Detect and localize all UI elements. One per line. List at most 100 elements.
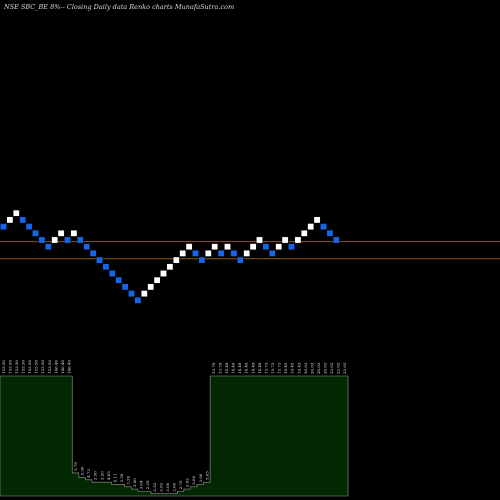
up-brick: [256, 236, 263, 244]
volume-area: [0, 375, 349, 497]
up-brick: [301, 229, 308, 237]
up-brick: [211, 243, 219, 251]
volume-label: 2.35: [145, 480, 150, 489]
volume-label: 153.50: [14, 360, 19, 374]
volume-label: 22.03: [342, 362, 347, 374]
volume-label: 14.49: [250, 362, 255, 374]
volume-label: 3.00: [198, 473, 203, 482]
down-brick: [326, 229, 334, 237]
volume-label: 2.52: [152, 482, 157, 491]
down-brick: [236, 256, 244, 264]
up-brick: [172, 256, 180, 264]
down-brick: [96, 256, 103, 264]
up-brick: [243, 250, 251, 257]
down-brick: [230, 250, 238, 257]
volume-label: 4.73: [86, 468, 91, 477]
down-brick: [134, 297, 142, 304]
volume-label: 3.50: [93, 471, 98, 480]
volume-label: 146.40: [53, 360, 58, 374]
up-brick: [281, 236, 289, 244]
down-brick: [38, 236, 46, 244]
down-brick: [76, 236, 84, 244]
volume-label: 5.79: [73, 462, 78, 471]
volume-label: 22.03: [329, 362, 334, 374]
up-brick: [6, 216, 14, 224]
volume-label: 20.03: [316, 362, 321, 374]
volume-label: 20.03: [303, 362, 308, 374]
up-brick: [12, 209, 20, 217]
volume-label: 13.79: [211, 362, 216, 374]
volume-label: 153.50: [27, 360, 32, 374]
volume-label: 3.00: [132, 478, 137, 487]
up-brick: [307, 223, 315, 230]
volume-label: 15.73: [277, 362, 282, 374]
up-brick: [140, 290, 148, 297]
volume-label: 153.50: [34, 360, 39, 374]
up-brick: [51, 236, 58, 244]
volume-label: 14.49: [244, 362, 249, 374]
volume-shape: [0, 375, 349, 497]
volume-label: 14.49: [237, 362, 242, 374]
up-brick: [160, 270, 167, 277]
down-brick: [115, 276, 122, 284]
up-brick: [204, 250, 212, 257]
volume-label: 2.70: [178, 480, 183, 489]
down-brick: [64, 236, 71, 244]
up-brick: [224, 243, 231, 251]
down-brick: [128, 290, 135, 297]
up-brick: [275, 243, 283, 251]
up-brick: [249, 243, 257, 251]
down-brick: [217, 250, 225, 257]
down-brick: [102, 263, 110, 271]
volume-label: 15.73: [263, 362, 268, 374]
volume-label: 14.49: [257, 362, 262, 374]
down-brick: [19, 216, 27, 224]
down-brick: [269, 250, 276, 257]
down-brick: [108, 270, 116, 277]
renko-bricks: [0, 209, 340, 304]
volume-labels: 153.50 153.50 153.50 153.50 153.50 153.50 153.…: [1, 360, 347, 492]
volume-label: 14.49: [231, 362, 236, 374]
up-brick: [70, 229, 78, 237]
down-brick: [45, 243, 52, 251]
up-brick: [57, 229, 65, 237]
volume-label: 14.49: [224, 362, 229, 374]
down-brick: [83, 243, 90, 251]
volume-label: 153.50: [40, 360, 45, 374]
volume-label: 19.45: [283, 362, 288, 374]
down-brick: [198, 256, 206, 264]
volume-label: 3.00: [165, 482, 170, 491]
volume-label: 3.59: [119, 473, 124, 482]
volume-label: 19.45: [296, 362, 301, 374]
up-brick: [153, 276, 161, 284]
volume-label: 15.73: [270, 362, 275, 374]
volume-label: 13.79: [217, 362, 222, 374]
down-brick: [192, 250, 199, 257]
volume-label: 3.20: [99, 471, 104, 480]
down-brick: [333, 236, 340, 244]
volume-label: 2.62: [185, 478, 190, 487]
volume-label: 2.60: [191, 475, 196, 484]
volume-label: 146.40: [66, 360, 71, 374]
volume-label: 20.03: [309, 362, 314, 374]
down-brick: [288, 243, 295, 251]
down-brick: [89, 250, 97, 257]
volume-label: 4.11: [112, 474, 117, 483]
down-brick: [32, 229, 39, 237]
up-brick: [147, 283, 155, 291]
down-brick: [262, 243, 270, 251]
down-brick: [25, 223, 33, 230]
up-brick: [166, 263, 174, 271]
volume-label: 19.45: [290, 362, 295, 374]
volume-label: 3.26: [126, 475, 131, 484]
up-brick: [179, 250, 187, 257]
chart-title: NSE SBC_BE 8%-- Closing Daily data Renko…: [3, 3, 234, 11]
volume-label: 3.04: [139, 480, 144, 489]
down-brick: [121, 283, 129, 291]
volume-label: 153.50: [1, 360, 6, 374]
volume-label: 153.50: [7, 360, 12, 374]
volume-label: 4.65: [106, 471, 111, 480]
up-brick: [185, 243, 193, 251]
